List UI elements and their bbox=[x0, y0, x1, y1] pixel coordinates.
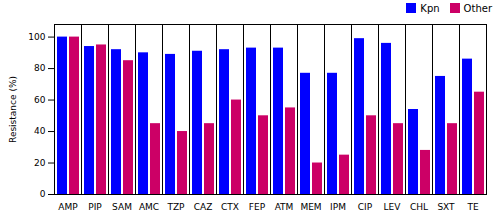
svg-text:100: 100 bbox=[28, 32, 45, 42]
svg-text:PIP: PIP bbox=[88, 202, 102, 212]
svg-text:CIP: CIP bbox=[358, 202, 373, 212]
html-text:Other: Other bbox=[463, 2, 492, 14]
svg-text:AMP: AMP bbox=[58, 202, 78, 212]
svg-text:40: 40 bbox=[34, 126, 46, 136]
svg-text:80: 80 bbox=[34, 63, 46, 73]
svg-text:CHL: CHL bbox=[410, 202, 428, 212]
svg-text:CAZ: CAZ bbox=[194, 202, 213, 212]
svg-text:CTX: CTX bbox=[221, 202, 239, 212]
svg-text:20: 20 bbox=[34, 158, 46, 168]
svg-text:MEM: MEM bbox=[300, 202, 321, 212]
svg-text:SAM: SAM bbox=[112, 202, 132, 212]
svg-text:FEP: FEP bbox=[249, 202, 266, 212]
svg-text:AMC: AMC bbox=[139, 202, 159, 212]
svg-text:LEV: LEV bbox=[384, 202, 402, 212]
svg-text:IPM: IPM bbox=[330, 202, 346, 212]
svg-text:0: 0 bbox=[40, 189, 46, 199]
svg-text:TE: TE bbox=[466, 202, 478, 212]
svg-text:ATM: ATM bbox=[275, 202, 294, 212]
svg-text:60: 60 bbox=[34, 95, 46, 105]
svg-text:SXT: SXT bbox=[437, 202, 455, 212]
html-text:Kpn: Kpn bbox=[420, 2, 440, 14]
svg-text:Resistance (%): Resistance (%) bbox=[8, 76, 18, 143]
svg-text:TZP: TZP bbox=[166, 202, 185, 212]
